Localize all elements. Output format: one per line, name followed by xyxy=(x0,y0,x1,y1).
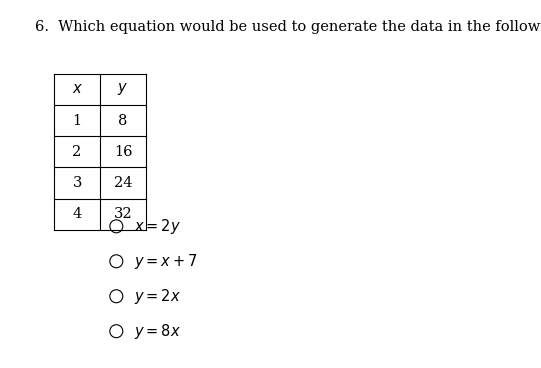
Text: 4: 4 xyxy=(72,207,82,222)
Text: $x$: $x$ xyxy=(71,82,83,96)
Text: 32: 32 xyxy=(114,207,133,222)
Text: 3: 3 xyxy=(72,176,82,190)
Text: 2: 2 xyxy=(72,145,82,159)
Text: $y = x + 7$: $y = x + 7$ xyxy=(134,252,198,271)
Text: 6.  Which equation would be used to generate the data in the following table?: 6. Which equation would be used to gener… xyxy=(35,20,541,34)
Text: 1: 1 xyxy=(72,113,82,128)
Text: $x = 2y$: $x = 2y$ xyxy=(134,217,181,236)
Text: 16: 16 xyxy=(114,145,133,159)
Text: $y = 8x$: $y = 8x$ xyxy=(134,322,181,341)
Text: 24: 24 xyxy=(114,176,133,190)
Text: $y$: $y$ xyxy=(117,81,129,97)
Text: 8: 8 xyxy=(118,113,128,128)
Text: $y = 2x$: $y = 2x$ xyxy=(134,287,181,306)
